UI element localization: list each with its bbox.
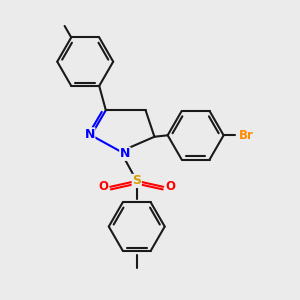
Text: N: N [120,147,130,160]
Text: O: O [166,180,176,193]
Text: S: S [132,174,141,188]
Text: Br: Br [239,129,254,142]
Text: O: O [98,180,108,193]
Text: N: N [85,128,95,141]
